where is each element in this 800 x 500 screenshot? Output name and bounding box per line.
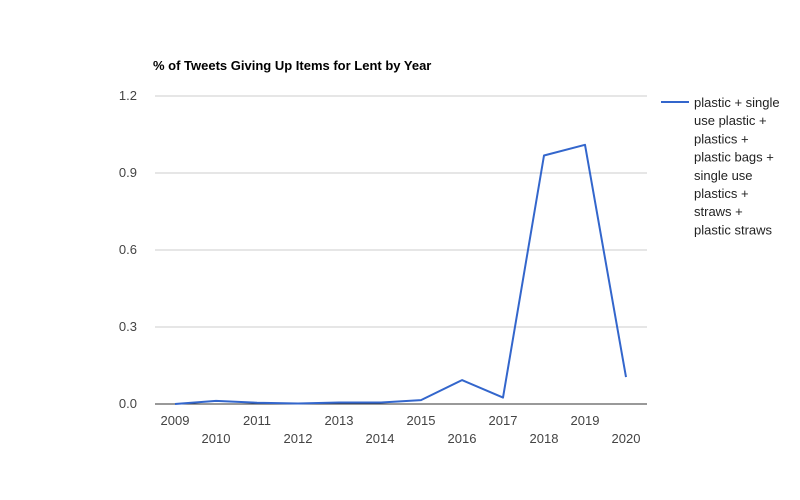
x-tick-label: 2013 <box>325 413 354 428</box>
x-tick-label: 2018 <box>530 431 559 446</box>
legend-label: straws + <box>694 204 743 219</box>
y-tick-label: 0.3 <box>119 319 137 334</box>
legend-label: plastic + single <box>694 95 780 110</box>
y-axis-ticks: 0.0 0.3 0.6 0.9 1.2 <box>119 88 137 411</box>
series-layer <box>174 143 627 405</box>
x-axis-ticks: 2009 2010 2011 2012 2013 2014 2015 2016 2017 2018… <box>161 413 641 446</box>
legend-label: plastic bags + <box>694 150 774 165</box>
x-tick-label: 2012 <box>284 431 313 446</box>
x-tick-label: 2016 <box>448 431 477 446</box>
series-line <box>174 143 627 405</box>
y-tick-label: 1.2 <box>119 88 137 103</box>
gridlines <box>155 95 647 405</box>
legend-label: plastics + <box>694 131 749 146</box>
chart-title: % of Tweets Giving Up Items for Lent by … <box>153 58 431 73</box>
x-tick-label: 2019 <box>571 413 600 428</box>
x-tick-label: 2011 <box>243 413 271 428</box>
legend-label: plastics + <box>694 186 749 201</box>
legend[interactable]: plastic + single use plastic + plastics + p… <box>661 95 780 237</box>
legend-label: plastic straws <box>694 222 773 237</box>
y-tick-label: 0.6 <box>119 242 137 257</box>
x-tick-label: 2009 <box>161 413 190 428</box>
y-tick-label: 0.9 <box>119 165 137 180</box>
legend-label: use plastic + <box>694 113 767 128</box>
x-tick-label: 2015 <box>407 413 436 428</box>
legend-label: single use <box>694 168 753 183</box>
x-tick-label: 2014 <box>366 431 395 446</box>
x-tick-label: 2017 <box>489 413 518 428</box>
y-tick-label: 0.0 <box>119 396 137 411</box>
x-tick-label: 2010 <box>202 431 231 446</box>
x-tick-label: 2020 <box>612 431 641 446</box>
